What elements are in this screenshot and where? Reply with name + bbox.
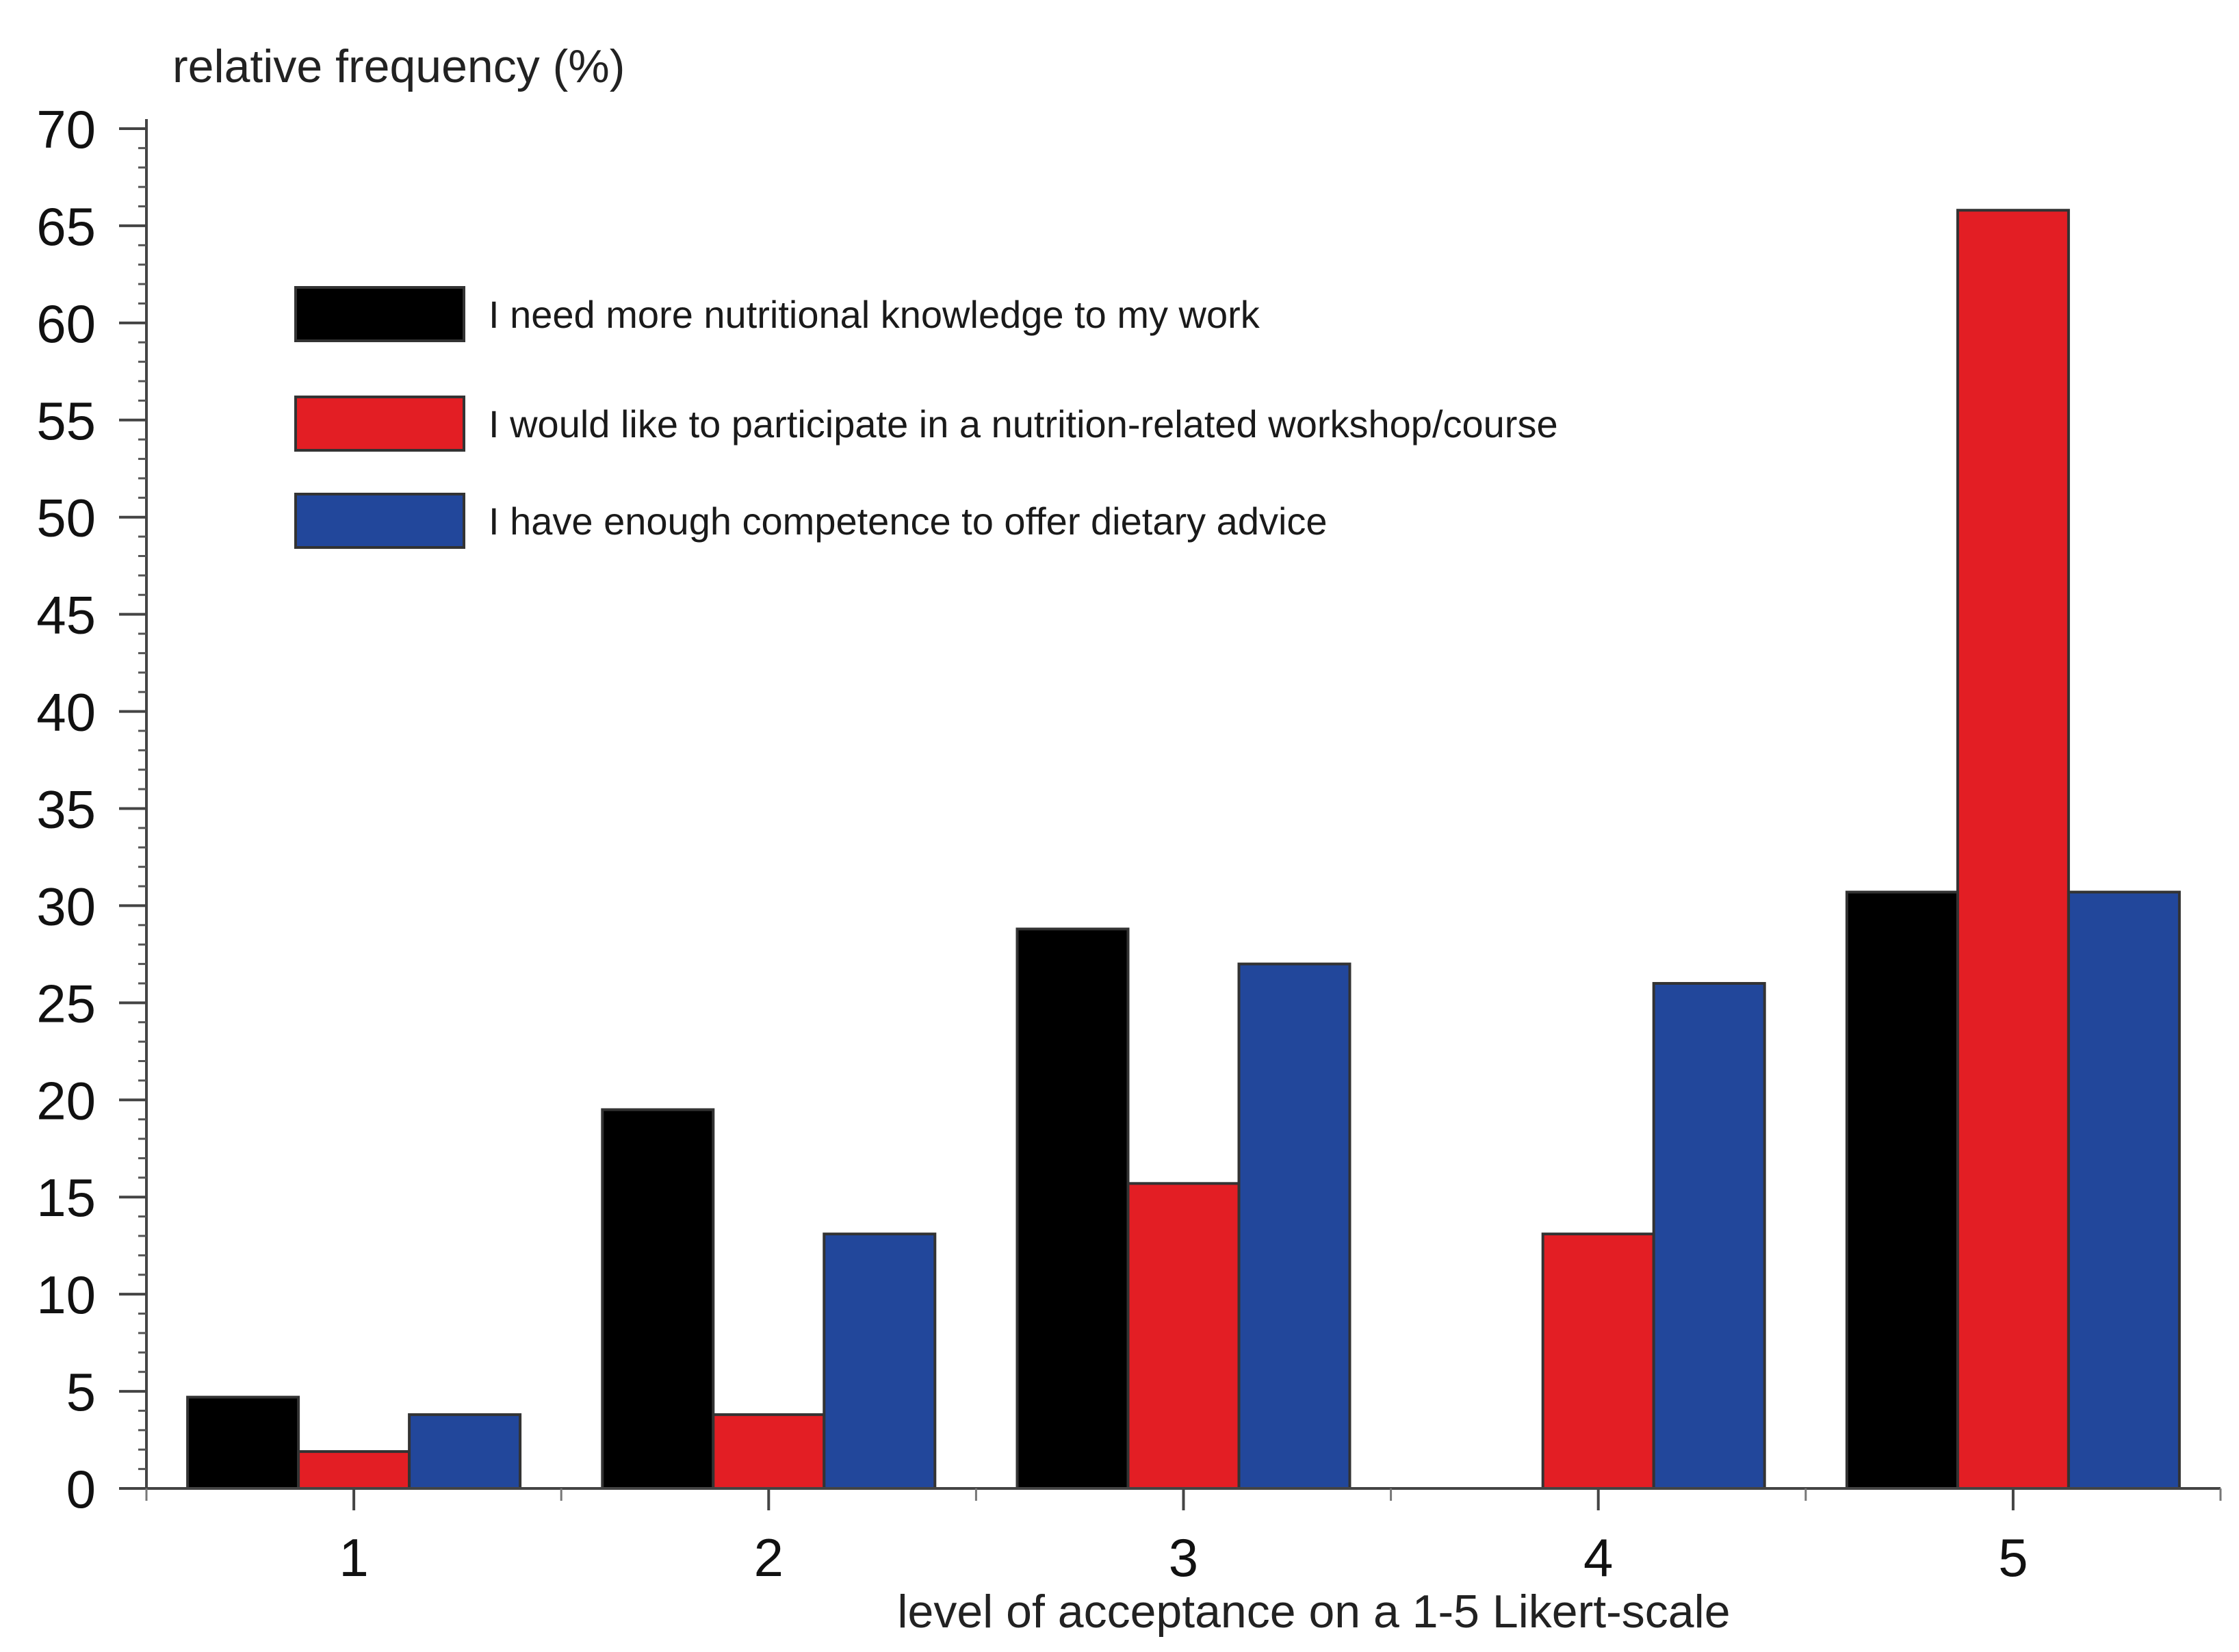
y-tick-label-50: 50 [36,488,96,548]
x-tick-label-5: 5 [1998,1527,2028,1588]
y-tick-label-20: 20 [36,1070,96,1131]
bar-5-series-2 [1956,209,2070,1490]
y-tick-label-15: 15 [36,1167,96,1228]
y-axis-label: relative frequency (%) [172,40,625,92]
legend-swatch-3 [294,493,465,549]
x-tick-label-2: 2 [754,1527,784,1588]
legend-swatch-2 [294,396,465,452]
y-tick-label-40: 40 [36,682,96,743]
y-tick-label-55: 55 [36,391,96,451]
bar-3-series-1 [1015,927,1130,1490]
bar-1-series-3 [408,1413,522,1490]
y-tick-label-35: 35 [36,779,96,840]
y-tick-label-10: 10 [36,1265,96,1325]
legend-swatch-1 [294,286,465,342]
bar-2-series-3 [823,1232,937,1490]
bar-3-series-2 [1126,1182,1241,1490]
x-tick-label-4: 4 [1583,1527,1613,1588]
x-tick-label-1: 1 [339,1527,368,1588]
y-tick-label-30: 30 [36,876,96,936]
y-tick-label-70: 70 [36,99,96,159]
legend-label-2: I would like to participate in a nutriti… [489,402,1558,446]
bar-3-series-3 [1237,962,1351,1490]
bar-1-series-2 [297,1450,411,1490]
y-tick-label-25: 25 [36,973,96,1033]
y-tick-label-0: 0 [66,1459,96,1519]
y-tick-label-65: 65 [36,196,96,257]
y-tick-label-5: 5 [66,1362,96,1422]
bar-2-series-2 [712,1413,826,1490]
bar-5-series-1 [1845,890,1959,1490]
bar-4-series-2 [1541,1232,1655,1490]
y-tick-label-60: 60 [36,294,96,354]
bar-2-series-1 [601,1108,715,1490]
legend-label-1: I need more nutritional knowledge to my … [489,293,1260,336]
x-axis-label: level of acceptance on a 1-5 Likert-scal… [897,1586,1730,1638]
x-tick-label-3: 3 [1169,1527,1198,1588]
legend: I need more nutritional knowledge to my … [294,286,1558,549]
bar-4-series-3 [1652,981,1766,1490]
y-tick-label-45: 45 [36,585,96,645]
bar-5-series-3 [2067,890,2181,1490]
legend-label-3: I have enough competence to offer dietar… [489,500,1328,543]
bar-1-series-1 [186,1395,300,1490]
